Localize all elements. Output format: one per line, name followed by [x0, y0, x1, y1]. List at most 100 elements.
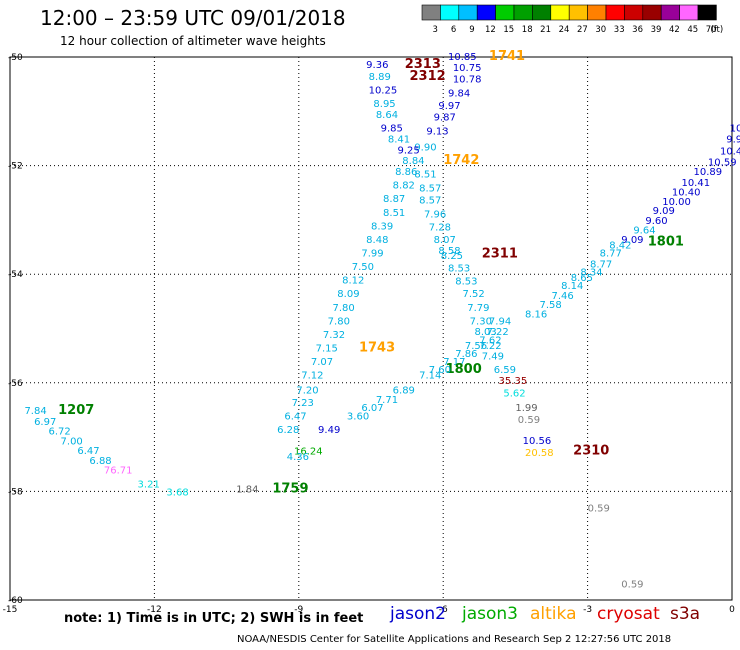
colorbar-tick-label: 33 — [614, 25, 625, 35]
wave-height-label: 7.94 — [489, 316, 511, 327]
colorbar-swatch — [587, 4, 607, 21]
pass-time-label: 1759 — [272, 482, 308, 497]
wave-height-label: 6.28 — [277, 425, 299, 436]
colorbar-tick-label: 18 — [522, 25, 533, 35]
wave-height-label: 8.25 — [441, 251, 463, 262]
wave-height-label: 9.49 — [318, 425, 340, 436]
wave-height-label: 9.9 — [726, 134, 740, 145]
wave-height-label: 7.07 — [311, 357, 333, 368]
wave-height-label: 5.62 — [503, 389, 525, 400]
wave-height-label: 7.62 — [479, 335, 501, 346]
wave-height-label: 6.59 — [494, 365, 516, 376]
wave-height-label: 10 — [730, 124, 740, 135]
colorbar-tick-label: 12 — [485, 25, 496, 35]
wave-height-label: 9.09 — [621, 235, 643, 246]
colorbar-swatch — [476, 4, 496, 21]
wave-height-label: 6.47 — [284, 411, 306, 422]
wave-height-label: 7.96 — [424, 209, 446, 220]
wave-height-label: 20.58 — [525, 448, 554, 459]
wave-height-label: 7.52 — [462, 289, 484, 300]
wave-height-label: 8.03 — [474, 327, 496, 338]
colorbar-swatch — [568, 4, 588, 21]
wave-height-label: 8.48 — [366, 235, 388, 246]
wave-height-label: 8.95 — [373, 99, 395, 110]
wave-height-label: 7.28 — [429, 222, 451, 233]
wave-height-label: 0.59 — [588, 504, 610, 515]
wave-height-label: 8.84 — [402, 156, 424, 167]
wave-height-label: 7.46 — [552, 291, 574, 302]
wave-height-label: 8.53 — [448, 264, 470, 275]
wave-height-label: 8.16 — [525, 309, 547, 320]
colorbar-swatch — [440, 4, 460, 21]
wave-height-label: 8.89 — [369, 72, 391, 83]
colorbar-swatch — [624, 4, 644, 21]
colorbar-tick-label: 30 — [595, 25, 606, 35]
colorbar-tick-label: 21 — [540, 25, 551, 35]
y-tick-label: -50 — [8, 53, 23, 63]
legend-altika: altika — [530, 604, 577, 624]
wave-height-label: 7.14 — [419, 371, 441, 382]
x-tick-label: -15 — [3, 605, 18, 615]
y-tick-label: -52 — [8, 162, 23, 172]
wave-height-label: 9.60 — [645, 216, 667, 227]
colorbar-tick-label: 27 — [577, 25, 588, 35]
wave-height-label: 8.57 — [419, 195, 441, 206]
wave-height-label: 3.21 — [138, 479, 160, 490]
colorbar-swatch — [697, 4, 717, 21]
wave-height-label: 9.85 — [381, 124, 403, 135]
x-tick-label: -3 — [583, 605, 592, 615]
wave-height-label: 7.00 — [61, 436, 83, 447]
colorbar-tick-label: 45 — [687, 25, 698, 35]
wave-height-label: 8.42 — [609, 240, 631, 251]
wave-height-label: 0.59 — [518, 415, 540, 426]
y-tick-label: -58 — [8, 487, 23, 497]
wave-height-label: 8.41 — [388, 134, 410, 145]
wave-height-label: 7.99 — [361, 248, 383, 259]
wave-height-label: 10.48 — [720, 146, 740, 157]
colorbar-tick-label: 15 — [503, 25, 514, 35]
wave-height-label: 35.35 — [499, 376, 528, 387]
colorbar-swatch — [421, 4, 441, 21]
wave-height-label: 7.15 — [316, 344, 338, 355]
wave-height-label: 4.36 — [287, 452, 309, 463]
wave-height-label: 7.71 — [376, 395, 398, 406]
pass-time-label: 1207 — [58, 403, 94, 418]
x-tick-label: -12 — [147, 605, 162, 615]
wave-height-label: 8.09 — [337, 289, 359, 300]
pass-time-label: 2313 — [405, 57, 441, 72]
wave-height-label: 6.88 — [89, 456, 111, 467]
colorbar-tick-label: 6 — [451, 25, 456, 35]
wave-height-label: 0.59 — [621, 580, 643, 591]
wave-height-label: 8.39 — [371, 221, 393, 232]
wave-height-label: 9.64 — [633, 226, 655, 237]
wave-height-label: 7.84 — [24, 406, 46, 417]
wave-height-label: 8.77 — [600, 248, 622, 259]
wave-height-label: 3.60 — [347, 411, 369, 422]
wave-height-label: 7.80 — [332, 303, 354, 314]
wave-height-label: 76.71 — [104, 466, 133, 477]
wave-height-label: 7.80 — [328, 316, 350, 327]
y-tick-label: -60 — [8, 596, 23, 606]
wave-height-label: 7.12 — [301, 371, 323, 382]
colorbar-swatch — [458, 4, 478, 21]
pass-time-label: 2311 — [482, 247, 518, 262]
wave-height-label: 8.77 — [590, 259, 612, 270]
wave-height-label: 7.17 — [443, 357, 465, 368]
wave-height-label: 9.97 — [438, 101, 460, 112]
y-tick-label: -56 — [8, 379, 23, 389]
footer-credit: NOAA/NESDIS Center for Satellite Applica… — [237, 634, 672, 645]
y-tick-label: -54 — [8, 270, 23, 280]
chart-title: 12:00 – 23:59 UTC 09/01/2018 — [40, 6, 346, 30]
wave-height-label: 7.56 — [465, 341, 487, 352]
colorbar-swatch — [495, 4, 515, 21]
pass-time-label: 1741 — [489, 49, 525, 64]
colorbar-tick-label: 24 — [559, 25, 570, 35]
wave-height-label: 16.24 — [294, 447, 323, 458]
colorbar-tick-label: 70 — [706, 25, 717, 35]
colorbar-swatch — [605, 4, 625, 21]
colorbar-swatch — [679, 4, 699, 21]
wave-height-label: 7.23 — [292, 398, 314, 409]
wave-height-label: 8.51 — [383, 208, 405, 219]
wave-height-label: 8.82 — [393, 181, 415, 192]
